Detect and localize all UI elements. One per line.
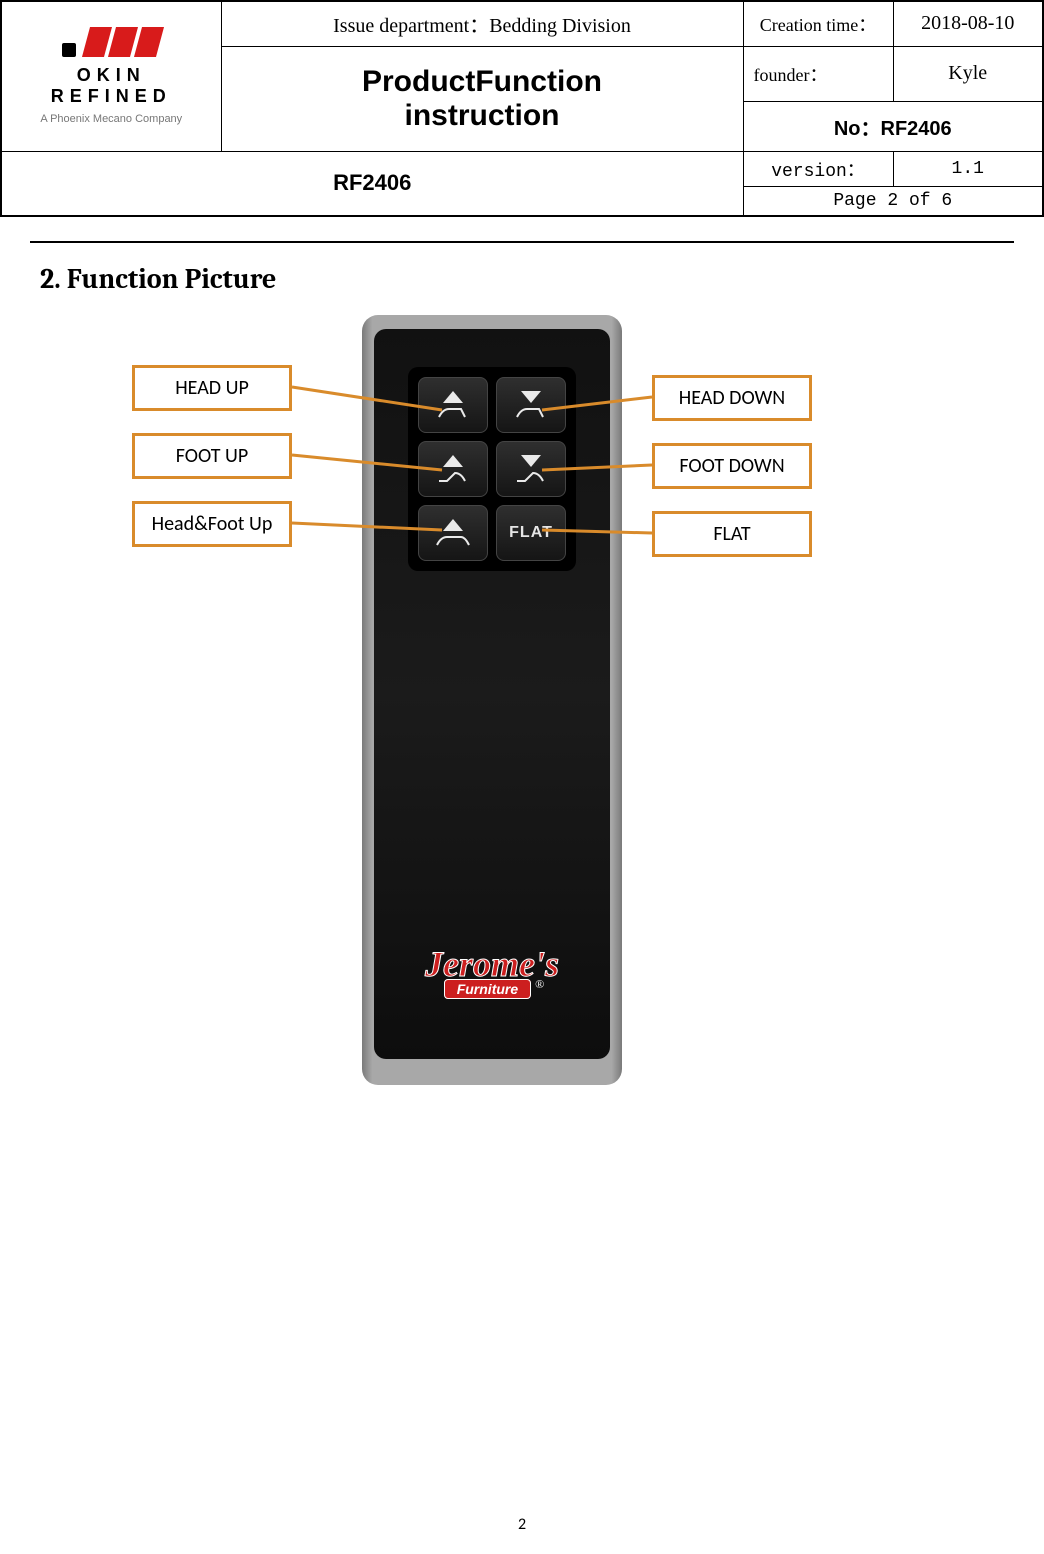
callout-flat: FLAT bbox=[652, 511, 812, 557]
button-panel: FLAT bbox=[408, 367, 576, 571]
foot-up-button bbox=[418, 441, 488, 497]
flat-button: FLAT bbox=[496, 505, 566, 561]
remote-face: FLAT Jerome's Furniture® bbox=[374, 329, 610, 1059]
foot-down-button bbox=[496, 441, 566, 497]
page-info: Page 2 of 6 bbox=[743, 186, 1043, 216]
footer-page-number: 2 bbox=[0, 1515, 1044, 1554]
version-label: version： bbox=[743, 151, 893, 186]
brand-logo: Jerome's Furniture® bbox=[374, 949, 610, 999]
callout-head-foot-up: Head&Foot Up bbox=[132, 501, 292, 547]
logo-subtitle: A Phoenix Mecano Company bbox=[40, 113, 182, 125]
product-code: RF2406 bbox=[1, 151, 743, 216]
head-foot-up-button bbox=[418, 505, 488, 561]
section-heading: 2. Function Picture bbox=[40, 263, 1004, 295]
doc-title: ProductFunction instruction bbox=[221, 46, 743, 151]
logo-text-line2: REFINED bbox=[51, 86, 172, 107]
separator-rule bbox=[30, 241, 1014, 243]
flat-button-label: FLAT bbox=[509, 524, 553, 542]
head-down-button bbox=[496, 377, 566, 433]
doc-title-line1: ProductFunction bbox=[230, 65, 735, 99]
registered-icon: ® bbox=[535, 977, 544, 991]
brand-sub-text: Furniture bbox=[444, 979, 531, 999]
issue-department: Issue department：Bedding Division bbox=[221, 1, 743, 46]
creation-time-label: Creation time： bbox=[743, 1, 893, 46]
company-logo: OKIN REFINED A Phoenix Mecano Company bbox=[12, 27, 211, 125]
remote-body: FLAT Jerome's Furniture® bbox=[362, 315, 622, 1085]
doc-title-line2: instruction bbox=[230, 99, 735, 133]
callout-foot-up: FOOT UP bbox=[132, 433, 292, 479]
version-value: 1.1 bbox=[893, 151, 1043, 186]
document-number: No：RF2406 bbox=[743, 101, 1043, 151]
callout-head-up: HEAD UP bbox=[132, 365, 292, 411]
head-up-button bbox=[418, 377, 488, 433]
founder-value: Kyle bbox=[893, 46, 1043, 101]
function-diagram: FLAT Jerome's Furniture® HEAD UP FOOT UP… bbox=[72, 315, 972, 1135]
header-table: OKIN REFINED A Phoenix Mecano Company Is… bbox=[0, 0, 1044, 217]
creation-time-value: 2018-08-10 bbox=[893, 1, 1043, 46]
callout-head-down: HEAD DOWN bbox=[652, 375, 812, 421]
founder-label: founder： bbox=[743, 46, 893, 101]
callout-foot-down: FOOT DOWN bbox=[652, 443, 812, 489]
logo-text-line1: OKIN bbox=[77, 65, 146, 86]
logo-cell: OKIN REFINED A Phoenix Mecano Company bbox=[1, 1, 221, 151]
